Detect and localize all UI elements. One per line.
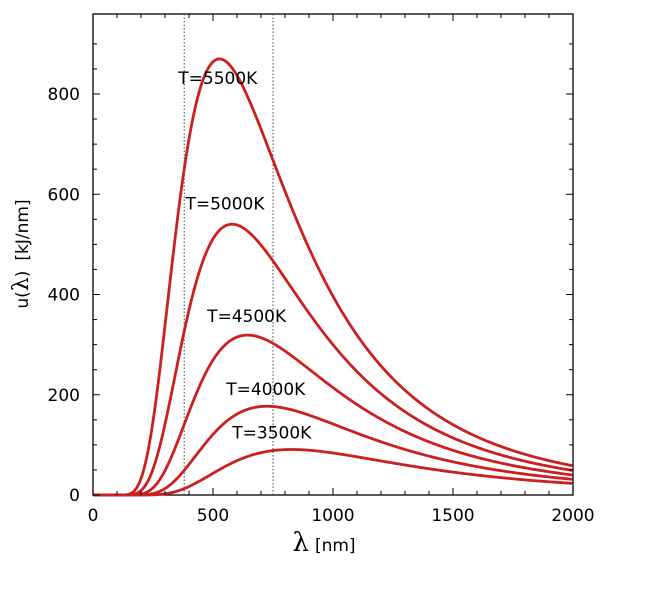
y-tick-label: 200 [48, 386, 80, 406]
curve-5500k [92, 57, 573, 497]
x-axis-unit: [nm] [315, 536, 356, 556]
y-tick-label: 800 [48, 85, 80, 105]
curve-labels: T=5500K T=5000K T=4500K T=4000K T=3500K [177, 69, 312, 443]
x-tick-label: 0 [88, 506, 99, 526]
curve-label-5500k: T=5500K [177, 69, 258, 89]
y-tick-labels: 0 200 400 600 800 [48, 85, 80, 506]
y-axis-unit: [kJ/nm] [13, 199, 33, 260]
ticks [92, 14, 574, 496]
x-tick-label: 1000 [311, 506, 354, 526]
y-tick-label: 400 [48, 286, 80, 306]
curve-5000k [92, 222, 573, 497]
y-axis-symbol: λ [9, 277, 34, 291]
x-tick-labels: 0 500 1000 1500 2000 [88, 506, 595, 526]
x-tick-label: 1500 [431, 506, 474, 526]
curve-label-4000k: T=4000K [225, 380, 306, 400]
x-tick-label: 500 [197, 506, 229, 526]
y-axis-label: u(λ) [kJ/nm] [9, 199, 34, 308]
curve-label-5000k: T=5000K [184, 194, 265, 214]
curve-4000k [92, 404, 573, 497]
x-axis-label: λ [nm] [292, 528, 355, 558]
curve-3500k [92, 448, 573, 497]
curve-4500k [92, 333, 573, 497]
x-tick-label: 2000 [551, 506, 594, 526]
x-axis-symbol: λ [292, 528, 308, 558]
y-axis-prefix: u( [13, 291, 33, 308]
curves [92, 57, 573, 497]
curve-label-3500k: T=3500K [231, 423, 312, 443]
curve-label-4500k: T=4500K [206, 307, 287, 327]
y-tick-label: 0 [69, 486, 80, 506]
y-axis-suffix: ) [13, 271, 33, 278]
y-tick-label: 600 [48, 185, 80, 205]
